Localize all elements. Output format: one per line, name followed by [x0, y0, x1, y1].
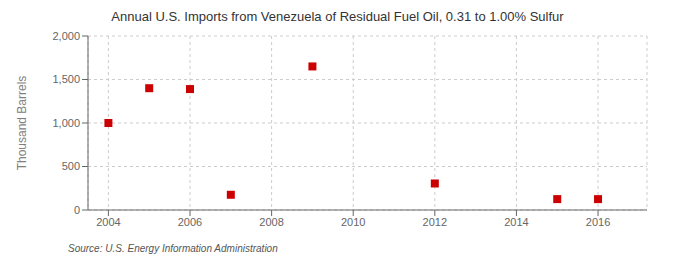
svg-text:2012: 2012	[423, 216, 447, 228]
svg-text:0: 0	[74, 204, 80, 216]
svg-text:1,500: 1,500	[52, 73, 80, 85]
svg-text:2008: 2008	[259, 216, 283, 228]
svg-text:2014: 2014	[504, 216, 528, 228]
html-text:Annual U.S. Imports from Venez: Annual U.S. Imports from Venezuela of Re…	[111, 9, 564, 24]
svg-text:2004: 2004	[96, 216, 120, 228]
svg-text:2006: 2006	[178, 216, 202, 228]
html-text:Source: U.S. Energy Informatio: Source: U.S. Energy Information Administ…	[68, 243, 278, 254]
svg-text:1,000: 1,000	[52, 117, 80, 129]
svg-text:Thousand Barrels: Thousand Barrels	[15, 76, 29, 171]
svg-text:2016: 2016	[586, 216, 610, 228]
svg-text:2010: 2010	[341, 216, 365, 228]
svg-text:500: 500	[62, 160, 80, 172]
svg-text:2,000: 2,000	[52, 30, 80, 42]
